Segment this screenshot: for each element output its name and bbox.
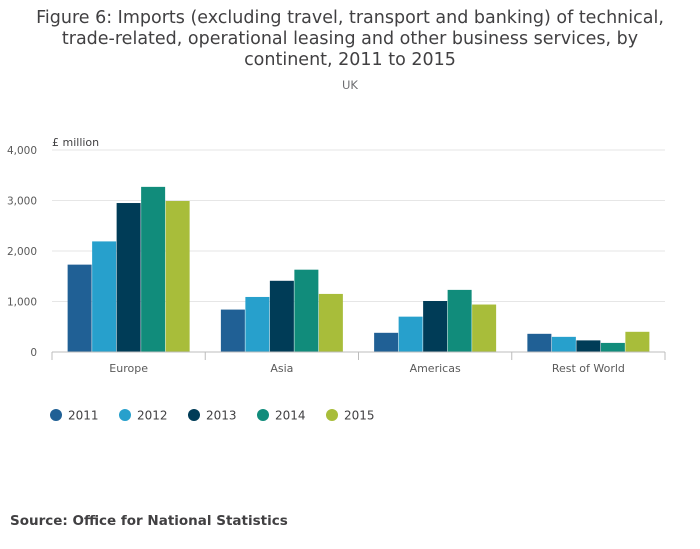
y-tick-label: 1,000 [7, 297, 37, 309]
bar-europe-2012 [92, 241, 117, 352]
x-tick-label: Rest of World [552, 362, 625, 375]
bar-rest-of-world-2011 [527, 333, 552, 352]
x-tick-label: Europe [109, 362, 148, 375]
x-axis: Europe Asia Americas Rest of World [51, 351, 666, 375]
legend-marker-2012 [119, 409, 131, 421]
legend-marker-2015 [326, 409, 338, 421]
chart-title-line: Figure 6: Imports (excluding travel, tra… [36, 8, 664, 28]
chart-title-line: trade-related, operational leasing and o… [61, 29, 639, 49]
bar-asia-2013 [269, 280, 294, 352]
x-tick-label: Americas [410, 362, 461, 375]
y-tick-label: 0 [30, 347, 37, 359]
bar-americas-2014 [447, 289, 472, 352]
y-tick-label: 4,000 [7, 145, 37, 157]
legend: 2011 2012 2013 2014 2015 [50, 409, 375, 423]
bar-europe-2015 [165, 201, 190, 352]
y-axis-label: £ million [52, 136, 99, 149]
bar-europe-2014 [141, 186, 166, 352]
legend-label-2011: 2011 [68, 409, 99, 423]
legend-label-2015: 2015 [344, 409, 375, 423]
bar-rest-of-world-2013 [576, 340, 601, 352]
bar-americas-2011 [374, 332, 399, 352]
bar-asia-2015 [318, 293, 343, 352]
legend-label-2012: 2012 [137, 409, 168, 423]
legend-marker-2013 [188, 409, 200, 421]
bar-europe-2011 [67, 264, 92, 352]
bar-americas-2013 [423, 300, 448, 352]
bar-rest-of-world-2014 [600, 342, 625, 352]
y-tick-label: 3,000 [7, 196, 37, 208]
y-axis: 0 1,000 2,000 3,000 4,000 [7, 145, 37, 359]
legend-label-2013: 2013 [206, 409, 237, 423]
bar-europe-2013 [116, 203, 141, 352]
bar-asia-2011 [220, 309, 245, 352]
y-tick-label: 2,000 [7, 246, 37, 258]
legend-label-2014: 2014 [275, 409, 306, 423]
bar-rest-of-world-2012 [551, 336, 576, 352]
bar-asia-2014 [294, 269, 319, 352]
legend-marker-2014 [257, 409, 269, 421]
bar-rest-of-world-2015 [625, 331, 650, 352]
bar-americas-2015 [472, 304, 497, 352]
chart-subtitle: UK [342, 78, 358, 92]
bars [67, 186, 650, 352]
chart-title: Figure 6: Imports (excluding travel, tra… [0, 8, 700, 71]
bar-asia-2012 [245, 296, 270, 352]
chart-title-line: continent, 2011 to 2015 [244, 50, 456, 70]
x-tick-label: Asia [270, 362, 293, 375]
legend-marker-2011 [50, 409, 62, 421]
bar-americas-2012 [398, 316, 423, 352]
source-note: Source: Office for National Statistics [10, 513, 288, 529]
